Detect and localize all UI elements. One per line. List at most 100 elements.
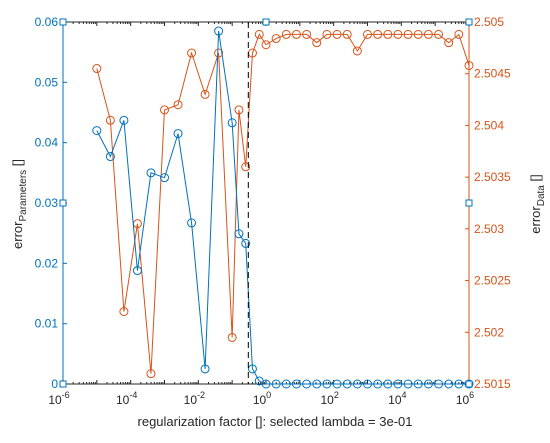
parameter-error-point (173, 129, 183, 139)
axes-box (62, 21, 470, 385)
data-error-point (423, 29, 433, 39)
parameter-error-point (383, 379, 393, 389)
parameter-error-point (261, 379, 271, 389)
parameter-error-point (312, 379, 322, 389)
data-error-point (241, 162, 251, 172)
data-error-point (393, 29, 403, 39)
data-error-point (271, 34, 281, 44)
left-y-axis: 0 0.01 0.02 0.03 0.04 0.05 0.06 (35, 15, 67, 391)
data-error-point (454, 29, 464, 39)
data-error-point (291, 29, 301, 39)
data-error-point (234, 105, 244, 115)
data-error-point (160, 105, 169, 115)
right-y-tick-label: 2.5035 (474, 170, 511, 184)
data-error-point (444, 38, 454, 48)
x-tick-base: 10 (116, 393, 130, 407)
parameter-error-point (423, 379, 433, 389)
parameter-error-point (241, 238, 251, 248)
data-error-point (261, 40, 271, 50)
x-tick-base: 10 (388, 393, 402, 407)
right-y-tick-label: 2.504 (474, 118, 504, 132)
data-error-point (342, 29, 352, 39)
data-error-point (254, 29, 264, 39)
parameter-error-point (464, 379, 474, 389)
parameter-error-point (271, 379, 281, 389)
data-error-point (383, 29, 393, 39)
data-error-point (187, 48, 197, 58)
x-tick-exponent: -4 (129, 390, 137, 400)
right-y-label-main: error (528, 206, 543, 234)
x-tick-label: 10-6 (48, 390, 69, 407)
x-tick-base: 10 (320, 393, 334, 407)
right-y-axis: 2.5015 2.502 2.5025 2.503 2.5035 2.504 2.5045 2… (465, 15, 511, 391)
series-data-error (92, 29, 474, 379)
x-tick-exponent: 6 (469, 390, 474, 400)
parameter-error-point (247, 364, 257, 374)
x-tick-exponent: -2 (197, 390, 205, 400)
left-y-tick-label: 0.06 (35, 15, 59, 29)
right-y-tick-label: 2.5045 (474, 67, 511, 81)
right-y-tick-label: 2.5015 (474, 377, 511, 391)
parameter-error-point (373, 379, 383, 389)
x-tick-exponent: 4 (402, 390, 407, 400)
parameter-error-point (434, 379, 444, 389)
parameter-error-point (393, 379, 403, 389)
parameter-error-point (281, 379, 291, 389)
parameter-error-point (322, 379, 332, 389)
parameter-error-point (119, 115, 129, 125)
axis-handle (59, 380, 67, 388)
parameter-error-point (146, 168, 156, 178)
data-error-point (146, 369, 156, 379)
left-y-label-sub: Parameters (18, 170, 29, 222)
x-axis-label: regularization factor []: selected lambd… (138, 414, 413, 429)
right-y-label-sub: Data (536, 185, 547, 207)
data-error-point (403, 29, 413, 39)
data-error-line (96, 33, 470, 374)
x-tick-label: 10-2 (184, 390, 205, 407)
left-y-tick-label: 0.05 (35, 75, 59, 89)
right-y-tick-label: 2.503 (474, 222, 504, 236)
parameter-error-point (227, 118, 237, 128)
left-y-tick-label: 0.02 (35, 256, 59, 270)
axis-handle (262, 18, 270, 26)
right-y-label-unit: [] (528, 174, 543, 185)
data-error-point (281, 29, 291, 39)
data-error-point (173, 100, 183, 110)
x-tick-label: 100 (253, 390, 271, 407)
data-error-point (352, 46, 362, 56)
parameter-error-line (96, 30, 469, 385)
parameter-error-point (413, 379, 423, 389)
parameter-error-point (302, 379, 312, 389)
data-error-point (200, 89, 210, 99)
parameter-error-point (187, 218, 197, 228)
x-tick-exponent: 0 (266, 390, 271, 400)
data-error-point (322, 29, 332, 39)
left-y-tick-label: 0.03 (35, 196, 59, 210)
parameter-error-point (214, 26, 224, 36)
x-tick-label: 102 (320, 390, 338, 407)
data-error-point (119, 307, 129, 317)
left-y-tick-label: 0.01 (35, 317, 59, 331)
x-tick-exponent: -6 (62, 390, 70, 400)
axis-handle (59, 199, 67, 207)
data-error-point (214, 48, 224, 58)
data-error-point (434, 29, 444, 39)
data-error-point (302, 29, 312, 39)
x-tick-base: 10 (253, 393, 267, 407)
right-y-tick-label: 2.505 (474, 15, 504, 29)
parameter-error-point (342, 379, 352, 389)
parameter-error-point (403, 379, 413, 389)
x-tick-exponent: 2 (334, 390, 339, 400)
data-error-point (363, 29, 372, 39)
parameter-error-point (332, 379, 342, 389)
data-error-point (312, 38, 322, 48)
parameter-error-point (105, 152, 115, 162)
left-y-tick-label: 0 (51, 377, 58, 391)
parameter-error-point (92, 126, 102, 136)
left-y-label-main: error (10, 221, 25, 249)
x-tick-label: 10-4 (116, 390, 137, 407)
data-error-point (332, 29, 342, 39)
parameter-error-point (132, 266, 142, 276)
x-tick-label: 106 (456, 390, 474, 407)
